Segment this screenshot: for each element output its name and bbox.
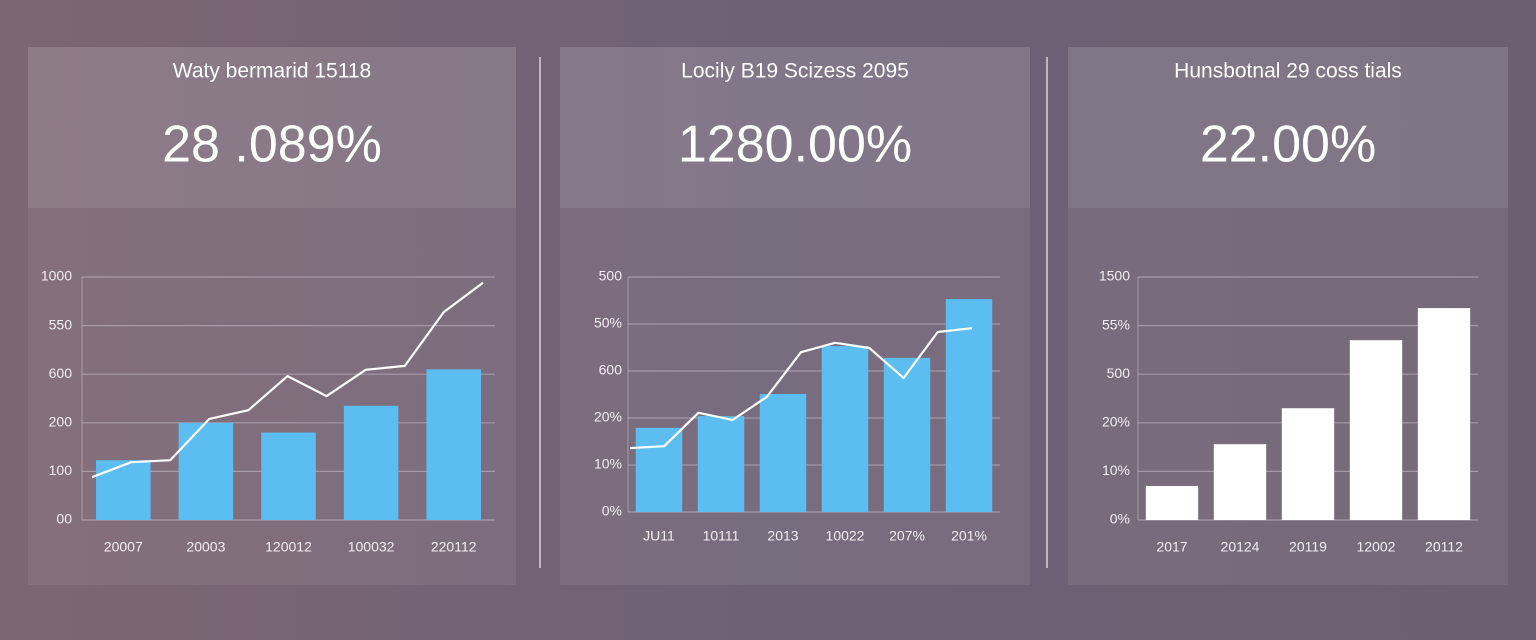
y-tick-label: 1500 [1099, 268, 1130, 284]
x-tick-label: 207% [889, 528, 925, 544]
bar [1349, 340, 1403, 520]
y-tick-label: 1000 [41, 268, 72, 284]
bar [635, 427, 683, 512]
y-tick-label: 550 [49, 316, 73, 332]
y-tick-label: 10% [1102, 462, 1130, 478]
x-tick-label: 20112 [1425, 539, 1463, 555]
x-tick-label: 20003 [186, 539, 225, 555]
bar [96, 460, 151, 520]
kpi-value: 28 .089% [162, 116, 382, 174]
x-tick-label: JU11 [643, 528, 675, 544]
card-header [28, 47, 516, 208]
bar [1145, 485, 1199, 520]
x-tick-label: 220112 [431, 539, 477, 555]
card-title: Locily B19 Scizess 2095 [681, 60, 909, 83]
y-tick-label: 0% [1110, 511, 1130, 527]
bar [945, 299, 993, 512]
y-tick-label: 10% [594, 456, 622, 472]
x-tick-label: 20124 [1221, 539, 1260, 555]
x-tick-label: 10111 [703, 528, 740, 544]
trend-line [91, 281, 484, 479]
y-tick-label: 55% [1102, 316, 1130, 332]
y-tick-label: 500 [1107, 365, 1131, 381]
y-tick-label: 600 [49, 365, 73, 381]
bar [1281, 408, 1335, 520]
bar [178, 422, 234, 520]
x-tick-label: 120012 [265, 539, 312, 555]
charts: Waty bermarid 15118 28 .089% 00 100 200 600 55… [41, 60, 1478, 555]
x-tick-label: 201% [951, 528, 987, 544]
kpi-value: 1280.00% [678, 116, 912, 174]
x-tick-label: 2017 [1156, 539, 1187, 555]
bar [261, 432, 316, 520]
kpi-value: 22.00% [1200, 116, 1376, 174]
x-tick-label: 2013 [767, 528, 798, 544]
y-tick-label: 200 [49, 414, 73, 430]
x-tick-label: 20119 [1289, 539, 1327, 555]
x-tick-label: 100032 [348, 539, 395, 555]
card-header [560, 47, 1030, 208]
bar [883, 357, 931, 512]
bar [1213, 444, 1267, 520]
y-tick-label: 600 [599, 362, 623, 378]
x-tick-label: 10022 [826, 528, 865, 544]
bar [821, 346, 869, 512]
y-tick-label: 500 [599, 268, 623, 284]
y-tick-label: 20% [594, 409, 622, 425]
y-tick-label: 50% [594, 315, 622, 331]
card-title: Waty bermarid 15118 [173, 60, 371, 83]
bar [1417, 308, 1471, 520]
card-header [1068, 47, 1508, 208]
bar [697, 416, 745, 512]
card-title: Hunsbotnal 29 coss tials [1174, 60, 1402, 83]
x-tick-label: 12002 [1357, 539, 1396, 555]
bar [426, 369, 481, 520]
trend-line [629, 327, 973, 450]
y-tick-label: 20% [1102, 414, 1130, 430]
y-tick-label: 100 [49, 462, 73, 478]
y-tick-label: 00 [56, 511, 72, 527]
bar [343, 405, 399, 520]
bar [759, 394, 807, 512]
x-tick-label: 20007 [104, 539, 143, 555]
y-tick-label: 0% [602, 503, 622, 519]
